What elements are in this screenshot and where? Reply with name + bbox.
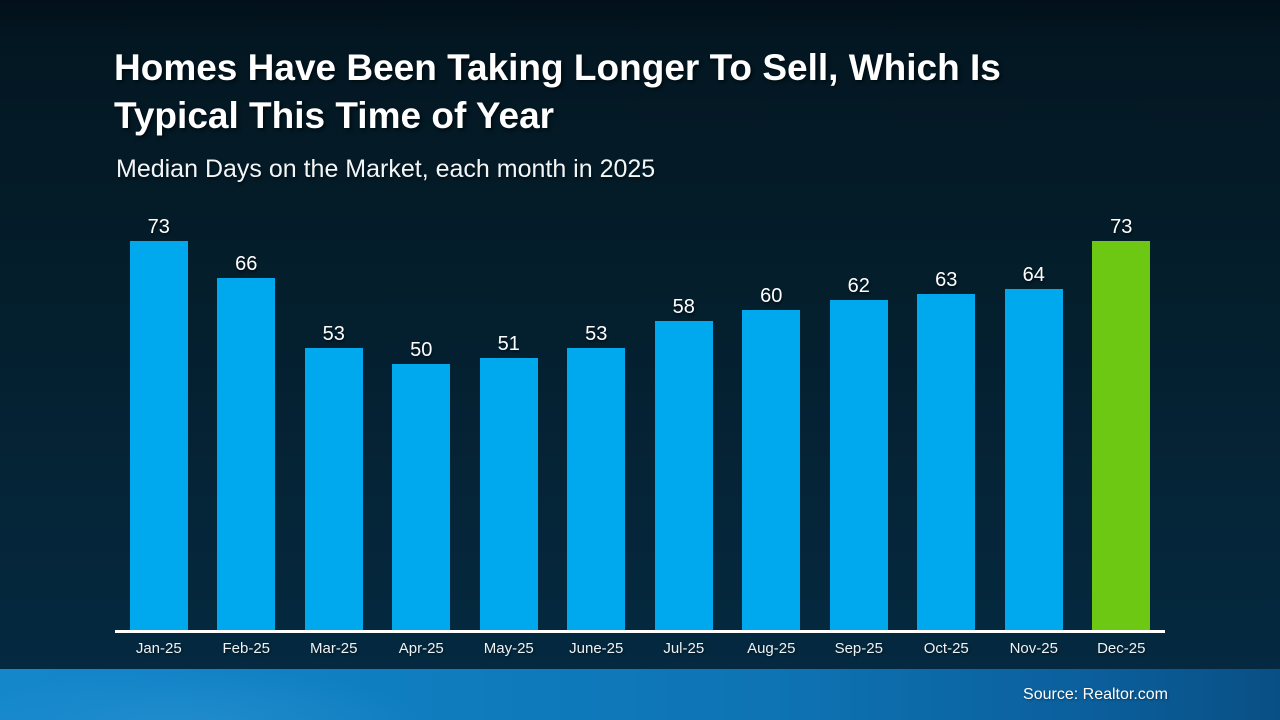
bar-column: 62	[815, 210, 903, 630]
bar-aug-25	[742, 310, 801, 630]
x-axis-label: Feb-25	[222, 640, 271, 657]
x-axis-label: Aug-25	[747, 640, 796, 657]
bar-column: 53	[290, 210, 378, 630]
x-axis-labels: Jan-25 Feb-25 Mar-25 Apr-25 May-25 June-25 Jul…	[115, 640, 1165, 657]
page-title-line-1: Homes Have Been Taking Longer To Sell, W…	[114, 47, 1001, 88]
bar-column: 73	[1078, 210, 1166, 630]
bar-column: 60	[728, 210, 816, 630]
bar-value-label: 62	[847, 275, 870, 297]
bar-value-label: 60	[760, 285, 783, 307]
bar-value-label: 53	[322, 323, 345, 345]
bar-value-label: 66	[235, 253, 258, 275]
bar-apr-25	[392, 364, 451, 630]
x-axis-label: Mar-25	[309, 640, 358, 657]
x-axis-label: Oct-25	[923, 640, 969, 657]
x-axis-label: Jan-25	[135, 640, 182, 657]
x-axis-label: Apr-25	[398, 640, 444, 657]
bar-jul-25	[654, 321, 713, 630]
bar-value-label: 73	[1110, 216, 1133, 238]
bar-jan-25	[129, 241, 188, 630]
bar-column: 66	[203, 210, 291, 630]
x-axis-label: Nov-25	[1009, 640, 1058, 657]
bar-column: 50	[378, 210, 466, 630]
bar-column: 63	[903, 210, 991, 630]
plot-area: 73 66 53 50 51 53 58 60 62 63 64 73	[115, 210, 1165, 630]
bar-value-label: 63	[935, 269, 958, 291]
x-axis-label: Dec-25	[1097, 640, 1146, 657]
bar-dec-25	[1092, 241, 1151, 630]
page-title: Homes Have Been Taking Longer To Sell, W…	[114, 44, 1001, 140]
bar-column: 58	[640, 210, 728, 630]
bar-chart: 73 66 53 50 51 53 58 60 62 63 64 73 Jan-25 Feb-25 Mar…	[115, 210, 1165, 665]
bar-value-label: 58	[672, 296, 695, 318]
x-axis-label: May-25	[483, 640, 534, 657]
source-credit: Source: Realtor.com	[1023, 685, 1168, 703]
bar-value-label: 53	[585, 323, 608, 345]
bar-sep-25	[829, 300, 888, 630]
bar-column: 73	[115, 210, 203, 630]
bar-feb-25	[217, 278, 276, 630]
bar-nov-25	[1004, 289, 1063, 630]
bar-oct-25	[917, 294, 976, 630]
x-axis-line	[115, 630, 1165, 633]
bar-value-label: 73	[147, 216, 170, 238]
bar-value-label: 50	[410, 339, 433, 361]
chart-subtitle: Median Days on the Market, each month in…	[116, 155, 656, 183]
bar-value-label: 64	[1022, 264, 1045, 286]
bar-may-25	[479, 358, 538, 630]
footer-band: Source: Realtor.com	[0, 669, 1280, 720]
bar-value-label: 51	[497, 333, 520, 355]
x-axis-label: Sep-25	[834, 640, 883, 657]
bar-column: 53	[553, 210, 641, 630]
bar-june-25	[567, 348, 626, 630]
bar-column: 64	[990, 210, 1078, 630]
bar-column: 51	[465, 210, 553, 630]
bar-mar-25	[304, 348, 363, 630]
page-title-line-2: Typical This Time of Year	[114, 95, 555, 137]
x-axis-label: June-25	[569, 640, 624, 657]
x-axis-label: Jul-25	[663, 640, 705, 657]
